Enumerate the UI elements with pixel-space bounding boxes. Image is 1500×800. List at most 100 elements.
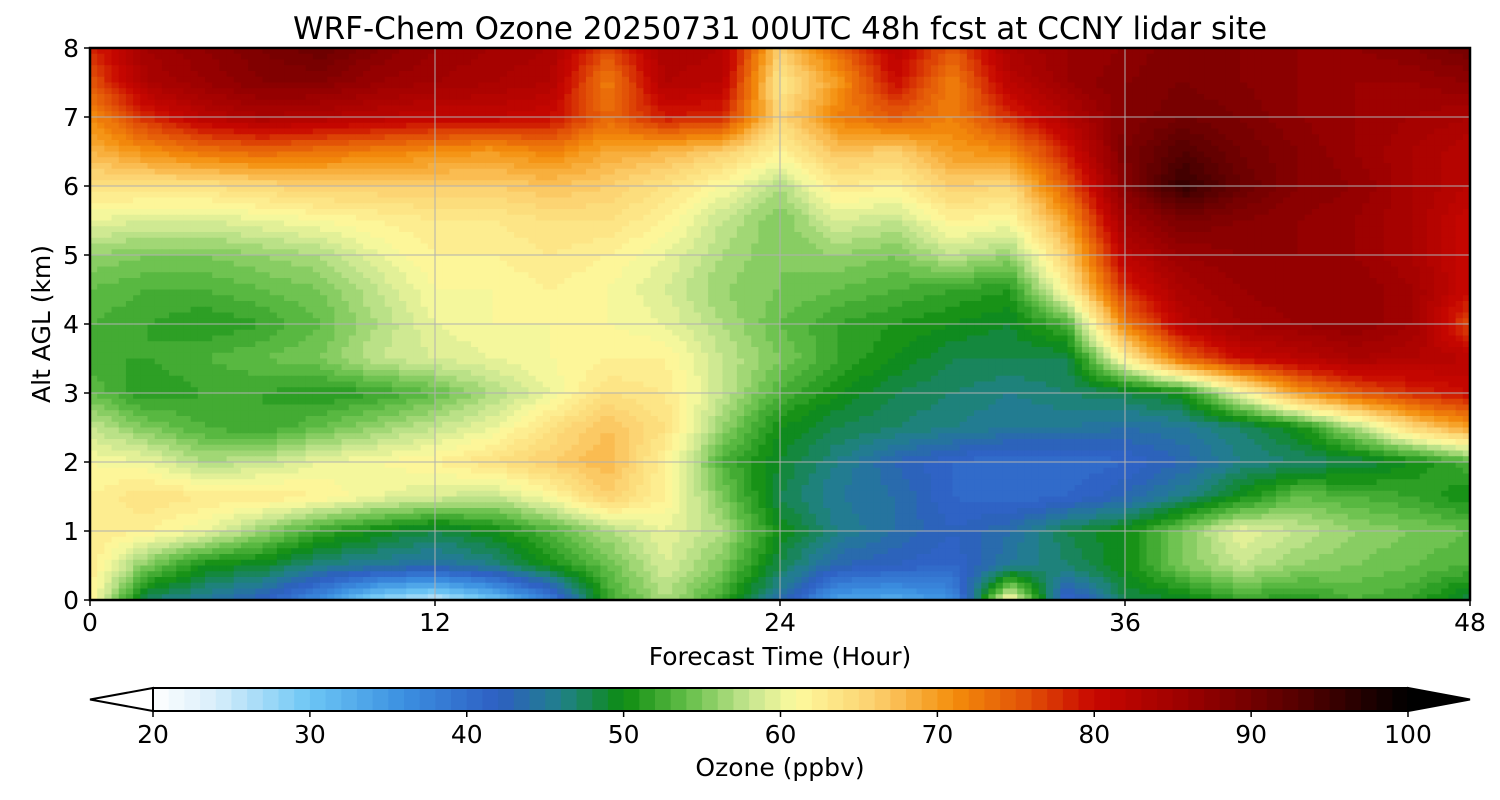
- heatmap-cell: [564, 99, 573, 107]
- heatmap-cell: [442, 105, 450, 112]
- heatmap-cell: [1247, 48, 1255, 55]
- heatmap-cell: [887, 186, 896, 193]
- heatmap-cell: [298, 111, 307, 118]
- heatmap-cell: [399, 180, 407, 187]
- heatmap-cell: [399, 82, 407, 89]
- heatmap-cell: [1275, 191, 1284, 199]
- heatmap-cell: [722, 48, 731, 55]
- heatmap-cell: [851, 168, 860, 176]
- heatmap-cell: [1261, 94, 1270, 101]
- heatmap-cell: [1390, 48, 1399, 55]
- heatmap-cell: [1297, 71, 1306, 78]
- heatmap-cell: [104, 76, 113, 84]
- heatmap-cell: [212, 111, 220, 118]
- heatmap-cell: [1189, 94, 1198, 101]
- heatmap-cell: [902, 65, 910, 72]
- heatmap-cell: [205, 53, 213, 61]
- heatmap-cell: [1139, 168, 1148, 176]
- heatmap-cell: [607, 128, 616, 135]
- heatmap-cell: [744, 157, 752, 164]
- heatmap-cell: [1139, 88, 1148, 95]
- heatmap-cell: [1283, 128, 1291, 135]
- heatmap-cell: [672, 186, 680, 193]
- heatmap-cell: [262, 99, 271, 107]
- heatmap-cell: [197, 65, 206, 72]
- heatmap-cell: [355, 128, 364, 135]
- heatmap-cell: [643, 128, 652, 135]
- heatmap-cell: [413, 117, 422, 124]
- heatmap-cell: [945, 151, 954, 158]
- heatmap-cell: [787, 117, 795, 124]
- heatmap-cell: [1311, 117, 1320, 124]
- heatmap-cell: [758, 191, 767, 199]
- heatmap-cell: [1376, 163, 1385, 170]
- heatmap-cell: [1434, 53, 1442, 61]
- heatmap-cell: [1225, 76, 1234, 84]
- heatmap-cell: [1038, 134, 1047, 141]
- heatmap-cell: [298, 174, 307, 181]
- heatmap-cell: [665, 140, 673, 147]
- heatmap-cell: [657, 168, 666, 176]
- heatmap-cell: [772, 180, 781, 187]
- heatmap-cell: [830, 53, 839, 61]
- heatmap-cell: [456, 117, 465, 124]
- heatmap-cell: [607, 105, 616, 112]
- heatmap-cell: [722, 151, 731, 158]
- heatmap-cell: [715, 186, 724, 193]
- heatmap-cell: [909, 122, 918, 130]
- heatmap-cell: [1383, 53, 1392, 61]
- heatmap-cell: [851, 145, 860, 153]
- heatmap-cell: [1340, 48, 1349, 55]
- heatmap-cell: [176, 122, 185, 130]
- heatmap-cell: [305, 145, 314, 153]
- heatmap-cell: [190, 59, 199, 66]
- heatmap-cell: [1275, 174, 1284, 181]
- heatmap-cell: [844, 163, 853, 170]
- heatmap-cell: [1196, 76, 1205, 84]
- heatmap-cell: [140, 140, 149, 147]
- heatmap-cell: [499, 145, 508, 153]
- heatmap-cell: [161, 99, 170, 107]
- heatmap-cell: [794, 157, 803, 164]
- heatmap-cell: [966, 128, 975, 135]
- heatmap-cell: [765, 88, 774, 95]
- heatmap-cell: [1311, 128, 1320, 135]
- heatmap-cell: [1390, 186, 1399, 193]
- heatmap-cell: [593, 94, 601, 101]
- heatmap-cell: [1455, 128, 1464, 135]
- heatmap-cell: [97, 191, 105, 199]
- heatmap-cell: [1153, 76, 1162, 84]
- heatmap-cell: [981, 140, 990, 147]
- heatmap-cell: [1232, 65, 1241, 72]
- heatmap-cell: [427, 151, 436, 158]
- heatmap-cell: [1204, 151, 1212, 158]
- heatmap-cell: [226, 71, 235, 78]
- heatmap-cell: [1117, 59, 1126, 66]
- heatmap-cell: [97, 94, 105, 101]
- heatmap-cell: [801, 145, 810, 153]
- heatmap-cell: [1347, 122, 1356, 130]
- heatmap-cell: [1031, 105, 1040, 112]
- heatmap-cell: [111, 163, 120, 170]
- heatmap-cell: [909, 186, 918, 193]
- heatmap-cell: [1053, 117, 1061, 124]
- heatmap-cell: [952, 94, 961, 101]
- heatmap-cell: [104, 111, 113, 118]
- heatmap-cell: [1053, 82, 1061, 89]
- heatmap-cell: [320, 174, 328, 181]
- heatmap-cell: [348, 140, 357, 147]
- heatmap-cell: [1283, 88, 1291, 95]
- heatmap-cell: [1175, 174, 1184, 181]
- heatmap-cell: [298, 88, 307, 95]
- heatmap-cell: [1290, 65, 1299, 72]
- heatmap-cell: [1426, 163, 1435, 170]
- heatmap-cell: [1160, 117, 1169, 124]
- heatmap-cell: [305, 163, 314, 170]
- heatmap-cell: [844, 157, 853, 164]
- heatmap-cell: [916, 99, 925, 107]
- heatmap-cell: [1110, 82, 1119, 89]
- heatmap-cell: [427, 157, 436, 164]
- heatmap-cell: [1225, 174, 1234, 181]
- heatmap-cell: [736, 128, 745, 135]
- heatmap-cell: [650, 53, 659, 61]
